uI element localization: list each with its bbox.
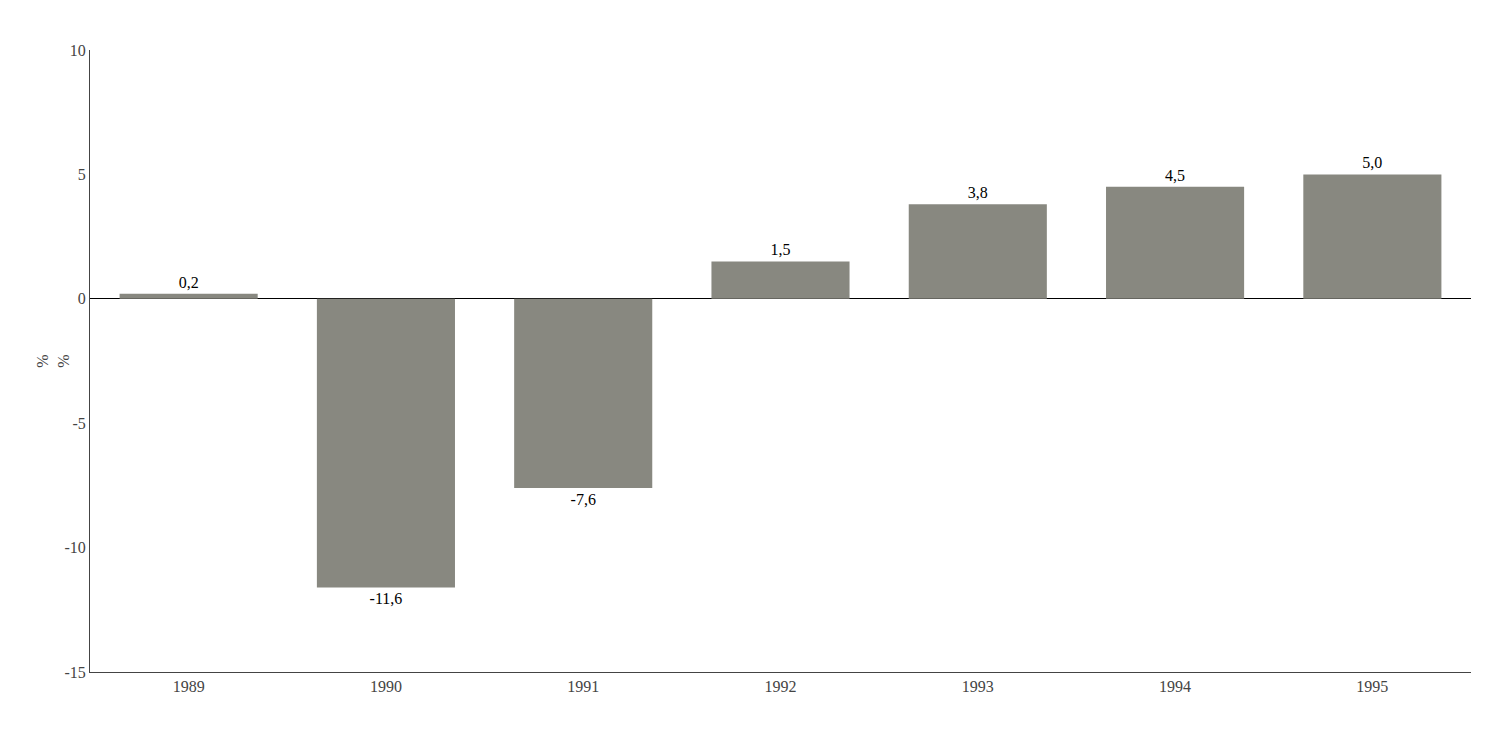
svg-text:10: 10 [70, 42, 86, 59]
svg-text:-11,6: -11,6 [370, 590, 403, 607]
svg-text:-7,6: -7,6 [571, 491, 596, 508]
svg-text:1989: 1989 [173, 678, 205, 695]
svg-text:-15: -15 [64, 664, 85, 681]
svg-text:%%: %% [34, 354, 72, 367]
svg-text:1,5: 1,5 [771, 241, 791, 258]
svg-text:0,2: 0,2 [179, 274, 199, 291]
svg-text:1993: 1993 [962, 678, 994, 695]
svg-text:1990: 1990 [370, 678, 402, 695]
svg-text:1992: 1992 [765, 678, 797, 695]
svg-text:5: 5 [78, 166, 86, 183]
svg-text:1991: 1991 [567, 678, 599, 695]
svg-text:4,5: 4,5 [1165, 167, 1185, 184]
svg-text:-5: -5 [72, 415, 85, 432]
svg-text:0: 0 [78, 290, 86, 307]
svg-text:-10: -10 [64, 539, 85, 556]
svg-text:5,0: 5,0 [1362, 154, 1382, 171]
svg-text:3,8: 3,8 [968, 184, 988, 201]
svg-text:1994: 1994 [1159, 678, 1191, 695]
svg-text:1995: 1995 [1356, 678, 1388, 695]
